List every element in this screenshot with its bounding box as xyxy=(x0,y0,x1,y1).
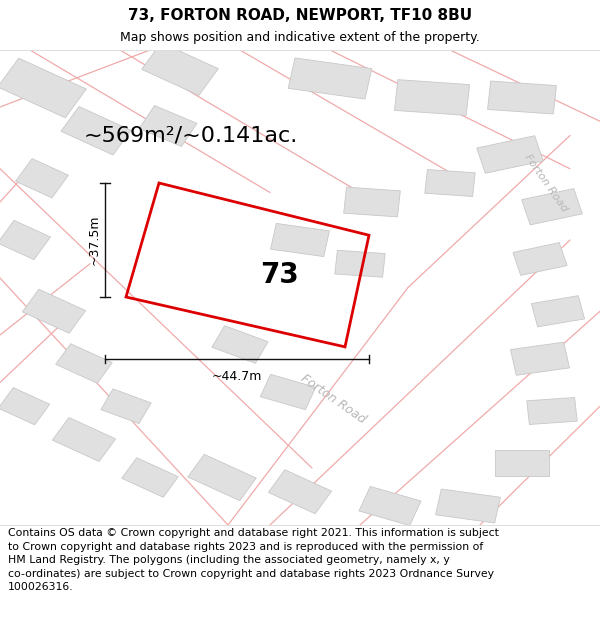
Polygon shape xyxy=(495,450,549,476)
Polygon shape xyxy=(268,470,332,514)
Polygon shape xyxy=(61,106,131,155)
Text: ~44.7m: ~44.7m xyxy=(212,370,262,383)
Polygon shape xyxy=(16,159,68,198)
Polygon shape xyxy=(122,458,178,498)
Polygon shape xyxy=(260,374,316,409)
Polygon shape xyxy=(22,289,86,333)
Polygon shape xyxy=(101,389,151,424)
Text: Map shows position and indicative extent of the property.: Map shows position and indicative extent… xyxy=(120,31,480,44)
Polygon shape xyxy=(212,326,268,363)
Text: 73, FORTON ROAD, NEWPORT, TF10 8BU: 73, FORTON ROAD, NEWPORT, TF10 8BU xyxy=(128,8,472,22)
Polygon shape xyxy=(425,169,475,196)
Polygon shape xyxy=(532,296,584,327)
Polygon shape xyxy=(344,187,400,217)
Polygon shape xyxy=(359,486,421,526)
Polygon shape xyxy=(0,388,50,425)
Text: Forton Road: Forton Road xyxy=(298,372,368,426)
Polygon shape xyxy=(188,454,256,501)
Polygon shape xyxy=(288,58,372,99)
Polygon shape xyxy=(513,242,567,276)
Polygon shape xyxy=(0,221,50,259)
Polygon shape xyxy=(511,342,569,376)
Polygon shape xyxy=(488,81,556,114)
Polygon shape xyxy=(56,344,112,383)
Polygon shape xyxy=(139,106,197,146)
Polygon shape xyxy=(271,223,329,257)
Polygon shape xyxy=(436,489,500,523)
Text: ~569m²/~0.141ac.: ~569m²/~0.141ac. xyxy=(84,126,298,146)
Text: Contains OS data © Crown copyright and database right 2021. This information is : Contains OS data © Crown copyright and d… xyxy=(8,528,499,592)
Polygon shape xyxy=(477,136,543,173)
Polygon shape xyxy=(52,418,116,461)
Text: ~37.5m: ~37.5m xyxy=(88,215,101,265)
Polygon shape xyxy=(394,79,470,116)
Text: Forton Road: Forton Road xyxy=(523,152,569,214)
Polygon shape xyxy=(0,58,86,118)
Text: 73: 73 xyxy=(260,261,299,289)
Polygon shape xyxy=(521,189,583,225)
Polygon shape xyxy=(527,398,577,424)
Polygon shape xyxy=(335,250,385,278)
Polygon shape xyxy=(142,42,218,96)
